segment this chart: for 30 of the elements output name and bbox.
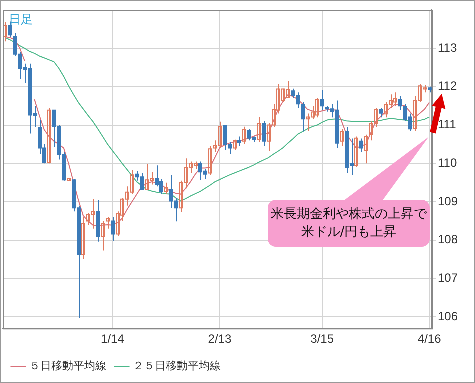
legend-label: ５日移動平均線 [30,360,106,373]
candlestick [242,126,246,145]
candlestick [354,136,358,168]
candlestick [340,128,344,147]
y-tick-label: 107 [438,271,458,286]
y-tick-label: 113 [438,40,458,55]
y-tick-label: 109 [438,194,458,208]
chart-title: 日足 [9,12,33,26]
candlestick [102,220,106,252]
y-tick-label: 111 [438,118,457,132]
candlestick [394,92,398,107]
candlestick [48,108,52,164]
candlestick [364,134,368,164]
candlestick [316,98,320,118]
y-tick-label: 108 [438,232,458,247]
y-tick-label: 112 [438,79,458,94]
x-tick-label: 3/15 [310,332,334,346]
y-tick-label: 110 [438,156,458,170]
candlestick [82,216,86,260]
y-tick-label: 106 [438,309,458,324]
candlestick [4,22,8,42]
candlestick [164,182,168,195]
annotation: 米長期金利や株式の上昇で米ドル/円も上昇 [268,200,430,247]
candlestick [106,216,110,230]
candlestick [234,139,238,151]
legend-label: ２５日移動平均線 [133,360,221,373]
x-tick-label: 2/13 [208,332,232,346]
x-tick-label: 4/16 [418,332,442,346]
x-tick-label: 1/14 [101,332,125,346]
candlestick [258,116,262,144]
